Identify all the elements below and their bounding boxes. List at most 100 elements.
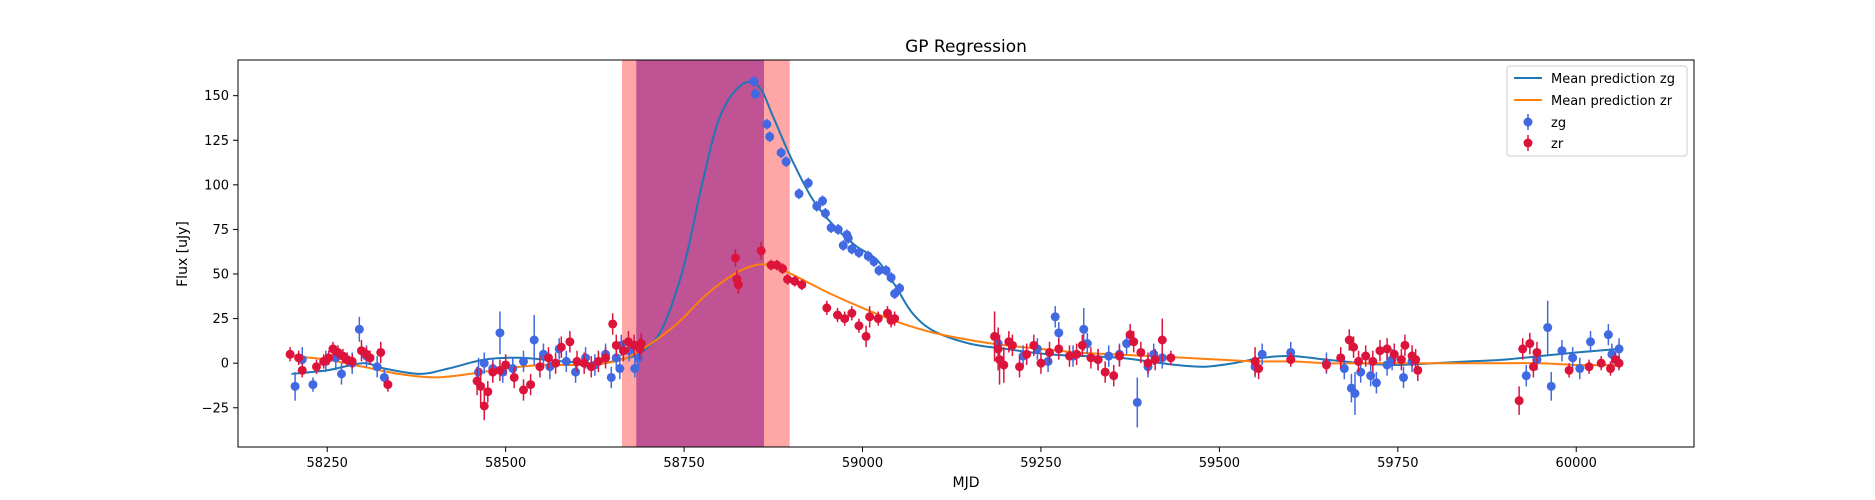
point-zr-46 [756, 241, 766, 260]
marker-zr-74 [1045, 347, 1055, 357]
marker-zr-59 [865, 312, 875, 322]
point-zr-58 [861, 325, 871, 348]
point-zr-28 [551, 352, 561, 374]
marker-zr-91 [1250, 356, 1260, 366]
marker-zr-1 [294, 353, 304, 363]
point-zg-35 [750, 88, 760, 100]
x-tick-label-58750: 58750 [663, 456, 704, 471]
marker-zg-100 [1614, 344, 1624, 354]
point-zr-75 [1054, 338, 1064, 360]
point-zg-44 [820, 208, 830, 219]
marker-zg-88 [1399, 372, 1409, 382]
marker-zg-62 [1043, 356, 1053, 366]
point-zr-21 [495, 359, 505, 382]
marker-zr-87 [1143, 358, 1153, 368]
marker-zr-89 [1157, 335, 1167, 345]
point-zr-80 [1093, 348, 1103, 371]
point-zr-76 [1064, 345, 1074, 367]
y-tick-label-125: 125 [204, 134, 229, 149]
marker-zr-104 [1396, 355, 1406, 365]
point-zr-83 [1114, 345, 1124, 367]
point-zr-35 [601, 347, 611, 369]
point-zr-111 [1525, 332, 1535, 355]
marker-zr-36 [608, 319, 618, 329]
point-zr-0 [285, 347, 295, 362]
marker-zr-13 [365, 353, 375, 363]
marker-zg-64 [1054, 328, 1064, 338]
point-zr-54 [833, 307, 843, 323]
point-zr-77 [1072, 343, 1082, 365]
marker-zg-5 [336, 369, 346, 379]
marker-zr-24 [518, 385, 528, 395]
marker-zr-79 [1086, 353, 1096, 363]
point-zr-101 [1375, 339, 1385, 362]
legend-label-zr-line: Mean prediction zr [1551, 94, 1673, 109]
marker-zr-23 [509, 372, 519, 382]
point-zr-53 [822, 300, 832, 316]
point-zr-88 [1150, 348, 1160, 371]
marker-zg-56 [886, 273, 896, 283]
marker-zg-69 [1104, 351, 1114, 361]
point-zg-58 [895, 282, 905, 294]
point-zr-98 [1354, 350, 1364, 373]
point-zr-116 [1596, 356, 1606, 371]
marker-zg-51 [854, 248, 864, 258]
point-zg-96 [1575, 357, 1585, 380]
marker-zg-80 [1339, 364, 1349, 374]
point-zr-64 [990, 311, 1000, 362]
legend-box [1506, 65, 1688, 157]
marker-zg-42 [812, 201, 822, 211]
marker-zr-2 [297, 365, 307, 375]
point-zr-13 [365, 350, 375, 365]
marker-zg-63 [1050, 312, 1060, 322]
point-zr-79 [1086, 347, 1096, 369]
x-tick-label-58500: 58500 [485, 456, 526, 471]
point-zg-34 [749, 76, 759, 87]
marker-zr-64 [990, 331, 1000, 341]
point-zr-43 [730, 249, 740, 267]
marker-zr-32 [579, 358, 589, 368]
marker-zr-101 [1375, 346, 1385, 356]
marker-zg-44 [820, 208, 830, 218]
point-zr-18 [479, 391, 489, 421]
marker-zr-63 [890, 314, 900, 324]
point-zr-81 [1100, 361, 1110, 383]
marker-zr-75 [1054, 344, 1064, 354]
marker-zr-15 [383, 380, 393, 390]
marker-zg-46 [833, 224, 843, 234]
marker-zr-18 [479, 401, 489, 411]
marker-zg-38 [776, 148, 786, 158]
marker-zg-36 [762, 119, 772, 129]
point-zr-26 [535, 356, 545, 378]
point-zg-93 [1546, 372, 1556, 401]
marker-zg-71 [1122, 339, 1132, 349]
marker-zg-16 [508, 364, 518, 374]
marker-zr-110 [1518, 344, 1528, 354]
point-zr-85 [1129, 331, 1139, 353]
marker-zr-103 [1389, 349, 1399, 359]
marker-zg-0 [290, 381, 300, 391]
point-zr-112 [1528, 356, 1538, 378]
marker-zg-85 [1371, 378, 1381, 388]
point-zg-52 [863, 250, 873, 262]
point-zr-52 [797, 279, 807, 291]
x-tick-label-59250: 59250 [1020, 456, 1061, 471]
marker-zr-51 [790, 276, 800, 286]
point-zr-86 [1136, 341, 1146, 364]
point-zr-69 [1007, 334, 1017, 357]
marker-zg-95 [1568, 353, 1578, 363]
x-tick-label-60000: 60000 [1556, 456, 1597, 471]
marker-zg-40 [794, 189, 804, 199]
y-tick-label-25: 25 [212, 312, 229, 327]
marker-zr-69 [1007, 340, 1017, 350]
marker-zg-23 [571, 367, 581, 377]
point-zr-60 [873, 311, 883, 326]
marker-zr-96 [1344, 335, 1354, 345]
marker-zr-34 [593, 356, 603, 366]
marker-zg-10 [379, 372, 389, 382]
marker-zg-84 [1366, 371, 1376, 381]
marker-zr-93 [1286, 355, 1296, 365]
point-zg-22 [561, 350, 571, 373]
marker-zr-52 [797, 280, 807, 290]
